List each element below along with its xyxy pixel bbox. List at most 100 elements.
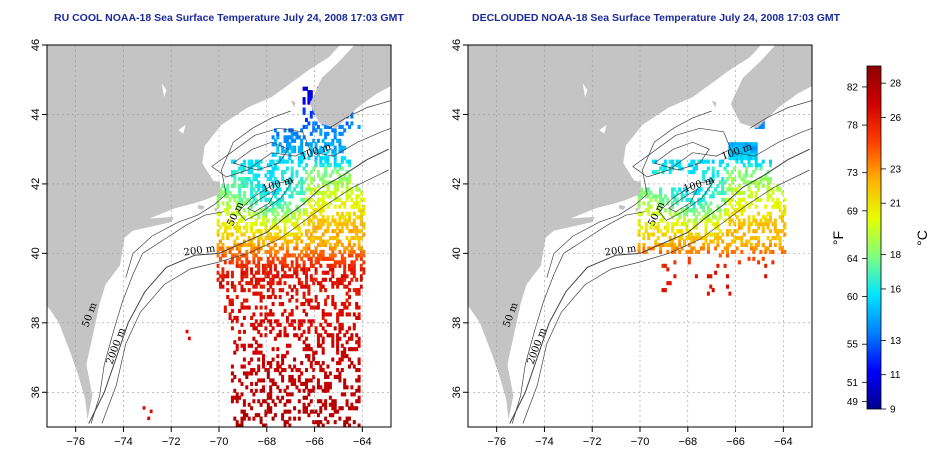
sst-pixel xyxy=(300,267,304,272)
sst-pixel xyxy=(640,190,643,195)
sst-pixel xyxy=(250,343,254,348)
sst-pixel xyxy=(749,190,753,195)
sst-pixel xyxy=(219,274,222,279)
sst-pixel xyxy=(685,208,689,213)
sst-pixel xyxy=(331,302,335,307)
sst-pixel xyxy=(250,163,254,168)
right-grid xyxy=(468,45,812,427)
sst-pixel xyxy=(223,229,227,234)
sst-pixel xyxy=(302,166,306,171)
sst-pixel xyxy=(288,232,292,237)
sst-pixel xyxy=(357,291,361,296)
sst-pixel xyxy=(336,239,340,244)
sst-pixel xyxy=(273,166,277,171)
sst-pixel xyxy=(297,159,301,164)
sst-pixel xyxy=(262,319,265,324)
sst-pixel xyxy=(357,336,361,341)
bathymetry-contour xyxy=(314,127,391,157)
sst-pixel xyxy=(302,329,306,334)
sst-pixel xyxy=(766,183,770,188)
sst-pixel xyxy=(326,159,330,164)
sst-pixel xyxy=(350,204,354,209)
sst-pixel xyxy=(726,229,729,234)
sst-pixel xyxy=(314,329,318,334)
sst-pixel xyxy=(726,187,729,192)
sst-pixel xyxy=(742,173,746,178)
sst-pixel xyxy=(350,267,354,272)
sst-pixel xyxy=(245,225,249,230)
sst-pixel xyxy=(309,114,313,119)
sst-pixel xyxy=(671,225,675,230)
sst-pixel xyxy=(309,263,313,268)
sst-pixel xyxy=(264,197,268,202)
sst-pixel xyxy=(269,159,273,164)
sst-pixel xyxy=(271,159,275,164)
sst-pixel xyxy=(259,402,263,407)
sst-pixel xyxy=(307,354,311,359)
sst-pixel xyxy=(730,177,734,182)
sst-pixel xyxy=(242,166,246,171)
sst-pixel xyxy=(281,267,285,272)
sst-pixel xyxy=(273,263,277,268)
sst-pixel xyxy=(271,357,275,362)
sst-pixel xyxy=(305,170,308,175)
sst-pixel xyxy=(226,208,230,213)
sst-pixel xyxy=(359,246,363,251)
sst-pixel xyxy=(240,274,244,279)
land-nova-scotia xyxy=(730,45,812,129)
sst-pixel xyxy=(252,232,256,237)
sst-pixel xyxy=(307,222,311,227)
sst-pixel xyxy=(752,249,756,254)
sst-pixel xyxy=(142,406,146,410)
sst-pixel xyxy=(749,201,753,206)
sst-pixel xyxy=(273,249,277,254)
sst-pixel xyxy=(671,229,675,234)
sst-pixel xyxy=(271,288,275,293)
sst-pixel xyxy=(235,423,239,427)
sst-pixel xyxy=(312,281,316,286)
left-grid xyxy=(47,45,391,427)
sst-pixel xyxy=(242,343,246,348)
sst-pixel xyxy=(285,218,289,223)
sst-pixel xyxy=(331,298,335,303)
sst-pixel xyxy=(238,197,242,202)
sst-pixel xyxy=(740,242,744,247)
sst-pixel xyxy=(348,295,351,300)
sst-pixel xyxy=(336,347,340,352)
sst-pixel xyxy=(302,97,306,102)
sst-pixel xyxy=(226,295,230,300)
sst-pixel xyxy=(359,211,363,216)
sst-pixel xyxy=(740,149,744,154)
sst-pixel xyxy=(230,183,234,188)
sst-pixel xyxy=(637,232,641,237)
sst-pixel xyxy=(242,371,246,376)
sst-pixel xyxy=(324,229,328,234)
sst-pixel xyxy=(355,253,359,258)
sst-pixel xyxy=(659,190,663,195)
sst-pixel xyxy=(230,378,234,383)
sst-pixel xyxy=(668,208,672,213)
sst-pixel xyxy=(716,173,720,178)
sst-pixel xyxy=(233,315,237,320)
sst-pixel xyxy=(312,388,316,393)
sst-pixel xyxy=(230,308,234,313)
sst-pixel xyxy=(276,183,280,188)
sst-pixel xyxy=(230,319,234,324)
sst-pixel xyxy=(352,218,356,223)
sst-pixel xyxy=(340,256,344,261)
sst-pixel xyxy=(230,281,234,286)
celsius-tick-label: 26 xyxy=(890,113,902,124)
sst-pixel xyxy=(737,225,741,230)
sst-pixel xyxy=(307,156,311,161)
sst-pixel xyxy=(637,201,641,206)
sst-pixel xyxy=(314,121,318,126)
sst-pixel xyxy=(316,236,320,241)
sst-pixel xyxy=(262,361,265,366)
sst-pixel xyxy=(240,284,244,289)
sst-pixel xyxy=(757,180,761,185)
sst-pixel xyxy=(276,361,280,366)
sst-pixel xyxy=(297,156,301,161)
sst-pixel xyxy=(742,149,746,154)
sst-pixel xyxy=(250,406,254,411)
sst-pixel xyxy=(773,236,777,241)
